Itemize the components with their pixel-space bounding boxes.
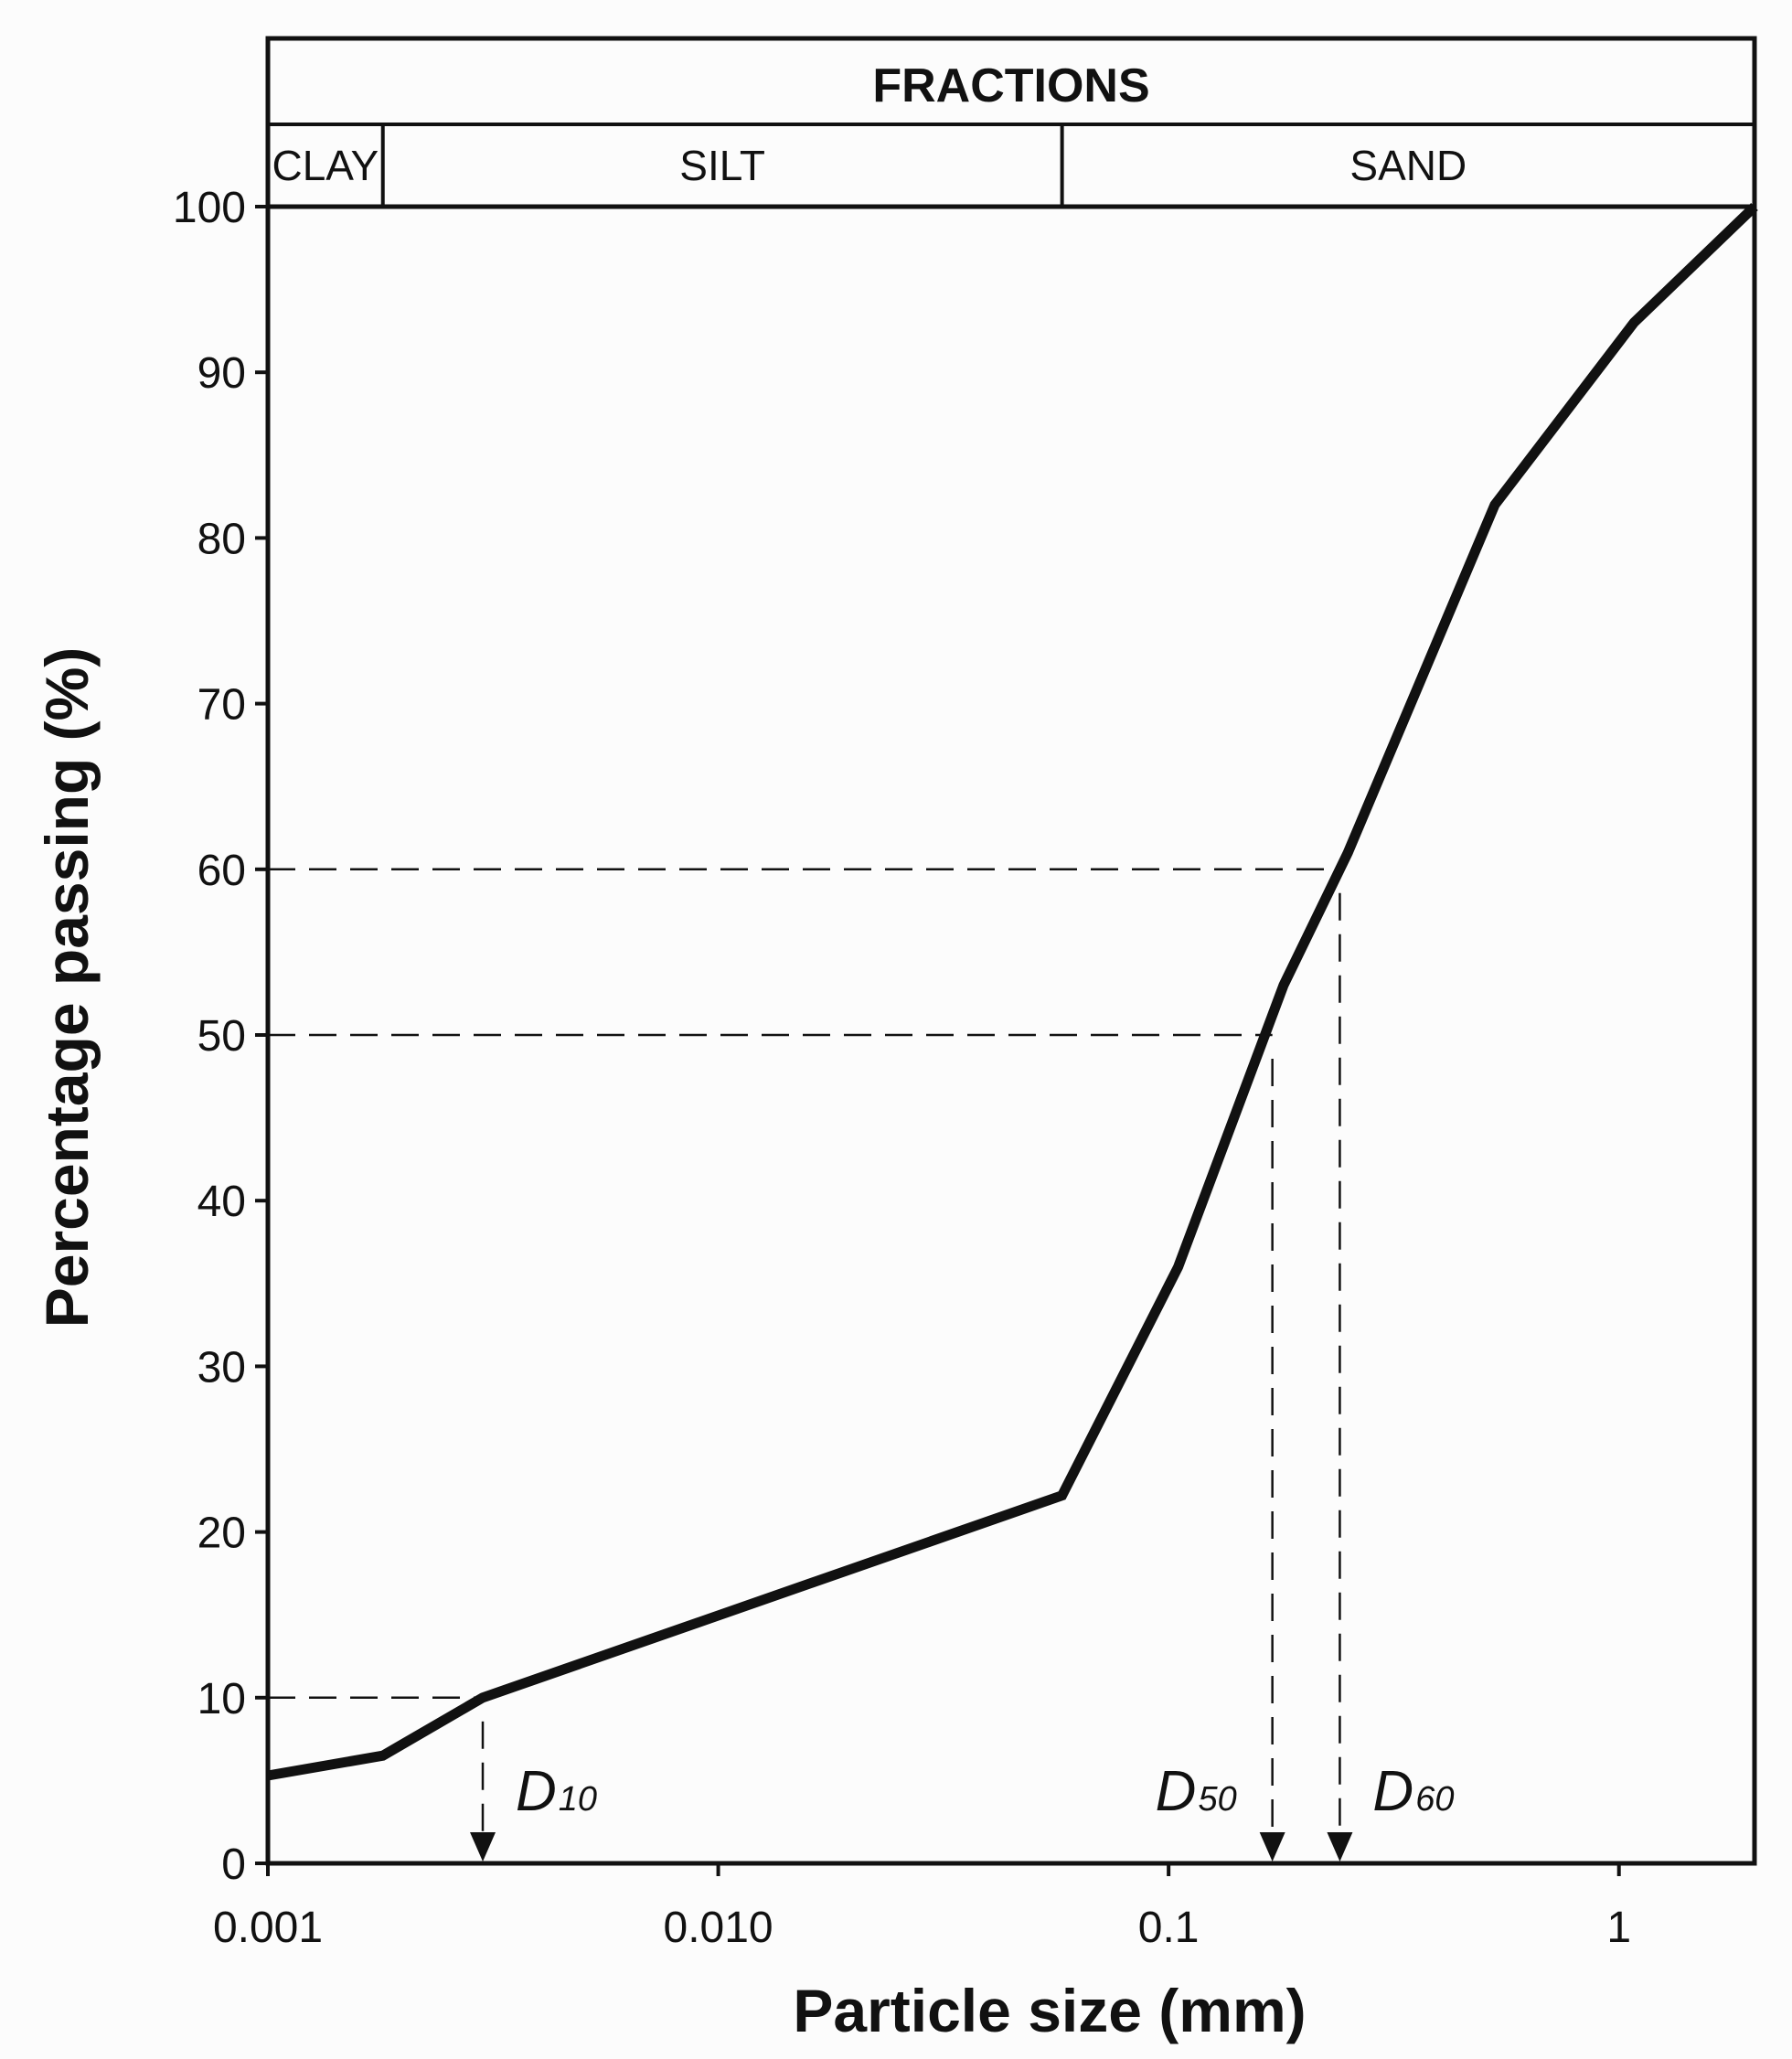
fraction-cells: CLAY SILT SAND: [272, 124, 1467, 207]
x-tick-label: 1: [1606, 1904, 1631, 1952]
y-axis-title: Percentage passing (%): [33, 647, 101, 1328]
series-layer: [267, 203, 1758, 1781]
arrowhead-d60: [1327, 1832, 1353, 1862]
y-tick-label: 50: [197, 1012, 246, 1061]
x-axis-title: Particle size (mm): [793, 1977, 1306, 2044]
y-tick-label: 20: [197, 1510, 246, 1558]
y-tick-label: 60: [197, 847, 246, 895]
x-tick-label: 0.1: [1138, 1904, 1200, 1952]
fractions-title: FRACTIONS: [872, 59, 1149, 112]
d50-label: D50: [1156, 1760, 1237, 1823]
arrowhead-d10: [470, 1832, 496, 1862]
arrowhead-d50: [1259, 1832, 1285, 1862]
y-axis: 0 10 20 30 40 50 60 70 80 90 100: [173, 184, 268, 1889]
fraction-label-clay: CLAY: [272, 142, 379, 189]
fraction-label-sand: SAND: [1349, 142, 1467, 189]
grading-curve: [267, 203, 1758, 1781]
fraction-label-silt: SILT: [679, 142, 765, 189]
y-tick-label: 80: [197, 515, 246, 563]
y-tick-label: 70: [197, 681, 246, 730]
fractions-header: FRACTIONS CLAY SILT SAND: [265, 36, 1757, 209]
x-axis: 0.001 0.010 0.1 1: [213, 1863, 1631, 1952]
x-tick-label: 0.001: [213, 1904, 323, 1952]
annotation-layer: D10 D50 D60: [470, 1760, 1454, 1862]
y-tick-label: 0: [221, 1840, 246, 1889]
y-tick-label: 100: [173, 184, 246, 232]
x-tick-label: 0.010: [664, 1904, 773, 1952]
d10-label: D10: [516, 1760, 597, 1823]
guide-lines: [268, 868, 1341, 1834]
y-tick-label: 40: [197, 1178, 246, 1226]
y-tick-label: 90: [197, 349, 246, 398]
y-tick-label: 30: [197, 1343, 246, 1392]
y-tick-label: 10: [197, 1675, 246, 1723]
d60-label: D60: [1372, 1760, 1454, 1823]
